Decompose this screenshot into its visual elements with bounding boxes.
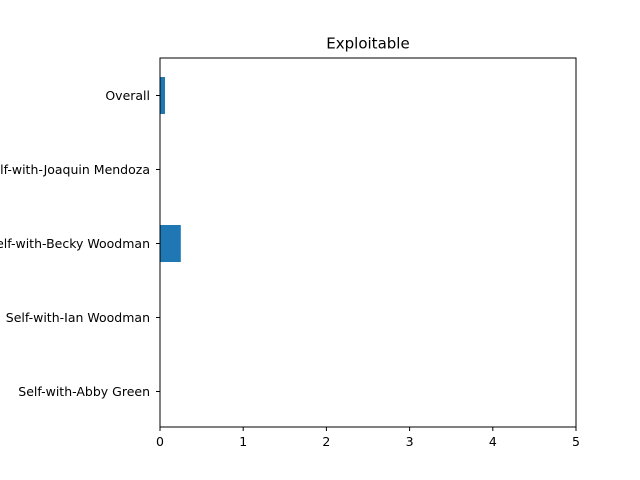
y-tick-label-4: Self-with-Abby Green [18,384,150,399]
x-axis: 0 1 2 3 4 5 [156,427,580,449]
y-tick-label-1: Self-with-Joaquin Mendoza [0,162,150,177]
x-tick-label-4: 4 [489,434,497,449]
y-tick-label-0: Overall [105,88,150,103]
x-tick-label-5: 5 [572,434,580,449]
bars-layer [160,77,181,262]
x-tick-label-3: 3 [406,434,414,449]
y-tick-label-3: Self-with-Ian Woodman [6,310,150,325]
bar-2 [160,225,181,262]
x-tick-label-0: 0 [156,434,164,449]
chart-title: Exploitable [326,35,409,53]
x-tick-label-1: 1 [239,434,247,449]
x-tick-label-2: 2 [322,434,330,449]
bar-0 [160,77,165,114]
y-axis: Overall Self-with-Joaquin Mendoza Self-wit… [0,88,160,399]
plot-frame [159,57,577,428]
y-tick-label-2: Self-with-Becky Woodman [0,236,150,251]
